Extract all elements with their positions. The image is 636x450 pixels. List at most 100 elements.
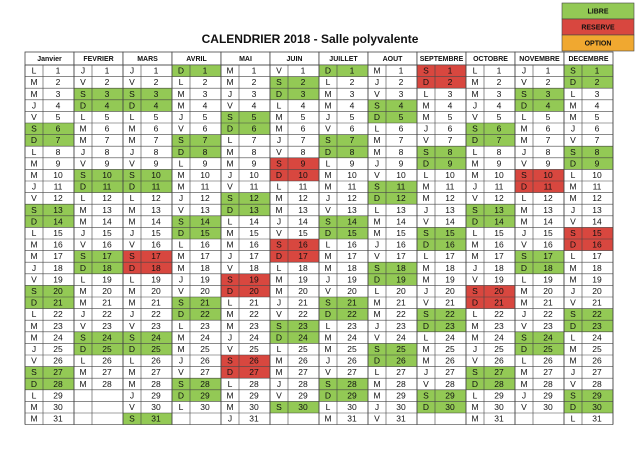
day-number: 5 [301,112,306,122]
day-status [368,355,417,367]
day-letter: M [471,89,478,99]
day-status [417,65,466,77]
day-letter: S [178,135,184,145]
day-letter: V [31,193,37,203]
day-number: 15 [298,228,308,238]
day-number: 10 [151,170,161,180]
day-letter: M [569,263,576,273]
month-name: Janvier [37,56,62,63]
day-number: 29 [151,390,161,400]
day-letter: J [228,414,232,424]
day-number: 14 [445,216,455,226]
day-number: 19 [249,274,259,284]
day-letter: D [374,112,380,122]
day-number: 22 [347,309,357,319]
day-letter: L [130,193,135,203]
day-number: 8 [399,147,404,157]
day-number: 16 [592,240,602,250]
day-letter: M [471,321,478,331]
day-letter: M [422,193,429,203]
day-status [515,331,564,344]
day-number: 26 [445,356,455,366]
day-letter: M [226,321,233,331]
day-letter: D [325,390,331,400]
day-number: 19 [200,274,210,284]
day-letter: M [79,367,86,377]
day-letter: V [521,77,527,87]
day-letter: S [178,216,184,226]
day-letter: M [520,135,527,145]
day-letter: J [571,205,575,215]
day-number: 27 [151,367,161,377]
day-number: 4 [448,100,453,110]
day-number: 23 [102,321,112,331]
day-number: 27 [53,367,63,377]
day-number: 22 [445,309,455,319]
day-letter: V [325,205,331,215]
day-number: 30 [494,402,504,412]
day-number: 27 [543,367,553,377]
day-letter: J [522,390,526,400]
day-number: 6 [154,124,159,134]
day-letter: S [227,356,233,366]
day-number: 15 [347,228,357,238]
day-number: 16 [151,240,161,250]
month-name: FEVRIER [83,56,113,63]
day-number: 24 [445,332,455,342]
day-letter: M [520,286,527,296]
day-number: 24 [543,332,553,342]
day-number: 28 [396,379,406,389]
day-number: 15 [396,228,406,238]
day-number: 16 [347,240,357,250]
day-number: 18 [494,263,504,273]
day-number: 2 [497,77,502,87]
day-number: 17 [494,251,504,261]
day-letter: S [129,170,135,180]
day-letter: S [374,263,380,273]
day-status [74,343,123,355]
day-number: 20 [543,286,553,296]
day-letter: V [276,390,282,400]
day-number: 29 [53,390,63,400]
day-number: 12 [53,193,63,203]
day-number: 18 [347,263,357,273]
day-letter: M [373,66,380,76]
day-number: 2 [154,77,159,87]
day-number: 20 [347,286,357,296]
day-status [319,215,368,228]
day-letter: J [130,390,134,400]
day-number: 27 [494,367,504,377]
day-number: 20 [102,286,112,296]
day-letter: S [570,66,576,76]
day-number: 15 [445,228,455,238]
day-letter: J [228,170,232,180]
day-number: 24 [396,332,406,342]
day-number: 23 [347,321,357,331]
day-number: 23 [494,321,504,331]
day-number: 24 [151,332,161,342]
day-number: 25 [53,344,63,354]
day-letter: D [423,77,429,87]
day-status [74,88,123,100]
day-number: 18 [102,263,112,273]
day-letter: M [30,240,37,250]
day-number: 5 [448,112,453,122]
day-letter: D [521,344,527,354]
day-letter: M [30,332,37,342]
day-letter: L [571,251,576,261]
day-number: 1 [399,66,404,76]
day-number: 9 [350,158,355,168]
day-status [123,181,172,193]
day-letter: L [571,170,576,180]
day-letter: L [277,344,282,354]
day-status [319,389,368,402]
day-letter: M [30,77,37,87]
day-number: 8 [301,147,306,157]
month-name: AVRIL [186,56,207,63]
day-number: 1 [252,66,257,76]
day-letter: V [276,66,282,76]
day-number: 28 [151,379,161,389]
day-status [172,297,221,309]
day-letter: J [571,286,575,296]
day-letter: M [177,263,184,273]
